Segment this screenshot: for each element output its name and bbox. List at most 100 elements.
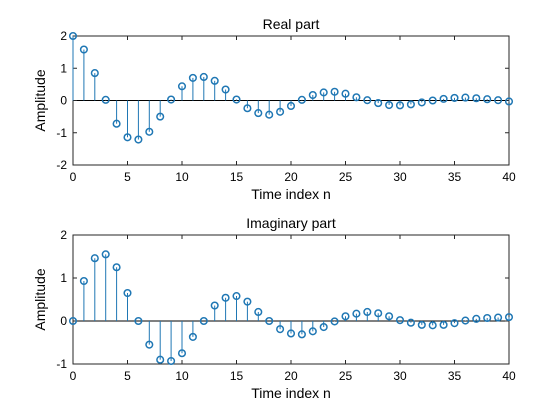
chart-title: Real part	[263, 16, 320, 32]
stem-marker	[363, 307, 372, 317]
stem-marker	[177, 349, 187, 358]
x-tick-label: 15	[230, 369, 244, 383]
stem-marker	[297, 330, 306, 339]
stem-marker	[276, 107, 285, 116]
stem-marker	[461, 93, 470, 102]
stem-marker	[504, 313, 514, 322]
x-tick-label: 20	[284, 170, 298, 184]
y-axis-label: Amplitude	[32, 69, 48, 131]
stem-marker	[472, 314, 481, 323]
x-tick-label: 30	[393, 369, 407, 383]
stem-marker	[188, 332, 197, 341]
stem-marker	[123, 133, 132, 142]
x-tick-label: 5	[124, 369, 131, 383]
stem-marker	[341, 89, 350, 98]
stem-marker	[254, 307, 263, 317]
stem-marker	[439, 94, 448, 103]
stem-marker	[134, 135, 143, 144]
stem-marker	[188, 73, 197, 82]
x-axis-label: Time index n	[251, 385, 331, 401]
stem-marker	[286, 101, 296, 111]
y-tick-label: 2	[60, 29, 67, 43]
stem-marker	[297, 95, 306, 104]
stem-marker	[330, 87, 339, 96]
y-tick-label: 2	[60, 228, 67, 242]
stem-marker	[177, 82, 187, 91]
stem-marker	[167, 95, 176, 104]
stem-marker	[406, 318, 415, 327]
y-tick-label: -1	[56, 126, 67, 140]
x-tick-label: 35	[448, 369, 462, 383]
chart-title: Imaginary part	[246, 215, 336, 231]
x-tick-label: 40	[502, 369, 516, 383]
stem-marker	[472, 94, 481, 103]
x-tick-label: 10	[175, 170, 189, 184]
x-tick-label: 35	[448, 170, 462, 184]
stem-marker	[265, 110, 274, 119]
stem-marker	[385, 312, 394, 321]
stem-marker	[232, 95, 241, 104]
stem-marker	[90, 69, 99, 78]
x-tick-label: 20	[284, 369, 298, 383]
y-tick-label: -2	[56, 158, 67, 172]
stem-marker	[221, 85, 230, 94]
stem-marker	[417, 320, 426, 329]
stem-marker	[504, 97, 514, 106]
stem-marker	[363, 96, 372, 105]
stem-marker	[352, 93, 361, 102]
stem-marker	[319, 88, 328, 97]
stem-marker	[145, 127, 154, 136]
stem-marker	[494, 313, 503, 322]
stem-marker	[395, 316, 405, 325]
stem-marker	[341, 312, 350, 321]
y-tick-label: -1	[56, 357, 67, 371]
chart-1: 0 5 10 15 20 25 30 35 40 -2 -1 0 1 2 Real part Time ind…	[32, 16, 516, 202]
stem-marker	[352, 309, 361, 318]
stem-marker	[308, 90, 317, 100]
stem-marker	[428, 321, 437, 330]
y-tick-label: 0	[60, 94, 67, 108]
stem-marker	[483, 313, 492, 323]
x-tick-label: 30	[393, 170, 407, 184]
stem-marker	[101, 95, 110, 104]
stem-marker	[156, 112, 165, 121]
stem-marker	[286, 329, 296, 338]
stem-marker	[395, 101, 405, 110]
stem-marker	[68, 316, 78, 326]
x-axis-label: Time index n	[251, 186, 331, 202]
stem-marker	[276, 325, 285, 334]
stem-marker	[254, 109, 263, 118]
stem-marker	[101, 250, 110, 259]
stem-marker	[167, 356, 176, 366]
x-tick-label: 25	[339, 369, 353, 383]
stem-marker	[374, 99, 383, 108]
stem-marker	[221, 293, 230, 302]
y-tick-label: 1	[60, 61, 67, 75]
stem-marker	[483, 95, 492, 104]
stem-marker	[156, 355, 165, 364]
x-tick-label: 0	[70, 369, 77, 383]
stem-marker	[112, 119, 121, 128]
x-tick-label: 0	[70, 170, 77, 184]
stem-marker	[243, 297, 252, 306]
y-tick-label: 0	[60, 314, 67, 328]
axes-box	[72, 234, 510, 365]
stem-marker	[90, 254, 99, 263]
stem-marker	[243, 104, 252, 113]
stem-marker	[112, 263, 121, 272]
stem-marker	[232, 292, 241, 301]
stem-marker	[330, 317, 339, 326]
x-tick-label: 25	[339, 170, 353, 184]
stem-marker	[79, 45, 88, 54]
stem-marker	[374, 309, 383, 318]
x-tick-label: 5	[124, 170, 131, 184]
stem-marker	[494, 96, 503, 105]
stem-marker	[450, 319, 459, 328]
stem-marker	[461, 316, 470, 325]
stem-marker	[319, 322, 328, 332]
y-axis-label: Amplitude	[32, 268, 48, 330]
x-tick-label: 40	[502, 170, 516, 184]
stem-marker	[417, 98, 426, 107]
